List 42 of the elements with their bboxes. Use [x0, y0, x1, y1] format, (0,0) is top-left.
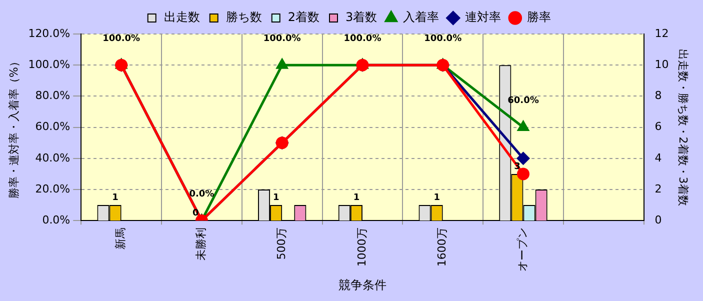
- y2-tick-label: 2: [654, 182, 662, 196]
- x-tick-label: 500万: [274, 228, 288, 260]
- y2-tick-label: 6: [654, 120, 662, 134]
- x-tick-label: 1000万: [355, 228, 368, 267]
- data-label: 1: [353, 192, 360, 203]
- legend-label: 勝率: [527, 10, 552, 24]
- x-axis-title: 競争条件: [338, 278, 386, 292]
- data-label: 1: [272, 192, 280, 203]
- y-tick-label: 20.0%: [35, 182, 70, 196]
- y-tick-label: 100.0%: [28, 58, 70, 71]
- data-label: 100.0%: [263, 34, 301, 44]
- y2-tick-label: 12: [654, 26, 669, 40]
- y-tick-label: 120.0%: [28, 26, 70, 40]
- point: [276, 58, 288, 69]
- legend-label: 入着率: [403, 10, 440, 24]
- data-label: 1: [434, 192, 440, 203]
- data-label: 0.0%: [189, 189, 214, 200]
- y-axis-title: 勝率・連対率・入着率（%）: [7, 56, 20, 199]
- legend-label: 連対率: [465, 10, 502, 24]
- y2-tick-label: 4: [654, 151, 662, 164]
- x-tick-label: オープン: [516, 228, 530, 272]
- y2-axis-title: 出走数・勝ち数・2着数・3着数: [676, 48, 690, 206]
- point: [518, 121, 529, 132]
- y-tick-label: 40.0%: [35, 151, 70, 164]
- legend-label: 出走数: [164, 10, 200, 24]
- point: [516, 168, 530, 180]
- data-label: 100.0%: [102, 34, 140, 44]
- data-label: 100.0%: [424, 34, 462, 44]
- x-tick-label: 新馬: [114, 228, 128, 250]
- y2-tick-label: 10: [654, 58, 669, 71]
- data-label: 1: [112, 192, 118, 203]
- data-label: 100.0%: [344, 34, 382, 44]
- legend-label: 2着数: [288, 10, 320, 24]
- legend-label: 3着数: [346, 10, 378, 24]
- y-tick-label: 80.0%: [35, 89, 70, 102]
- y-tick-label: 0.0%: [42, 213, 70, 226]
- y2-tick-label: 8: [654, 89, 662, 102]
- legend-label: 勝ち数: [226, 10, 262, 24]
- y2-tick-label: 0: [654, 213, 662, 226]
- x-tick-label: 1600万: [436, 228, 449, 267]
- y-tick-label: 60.0%: [35, 120, 70, 134]
- x-tick-label: 未勝利: [194, 228, 208, 261]
